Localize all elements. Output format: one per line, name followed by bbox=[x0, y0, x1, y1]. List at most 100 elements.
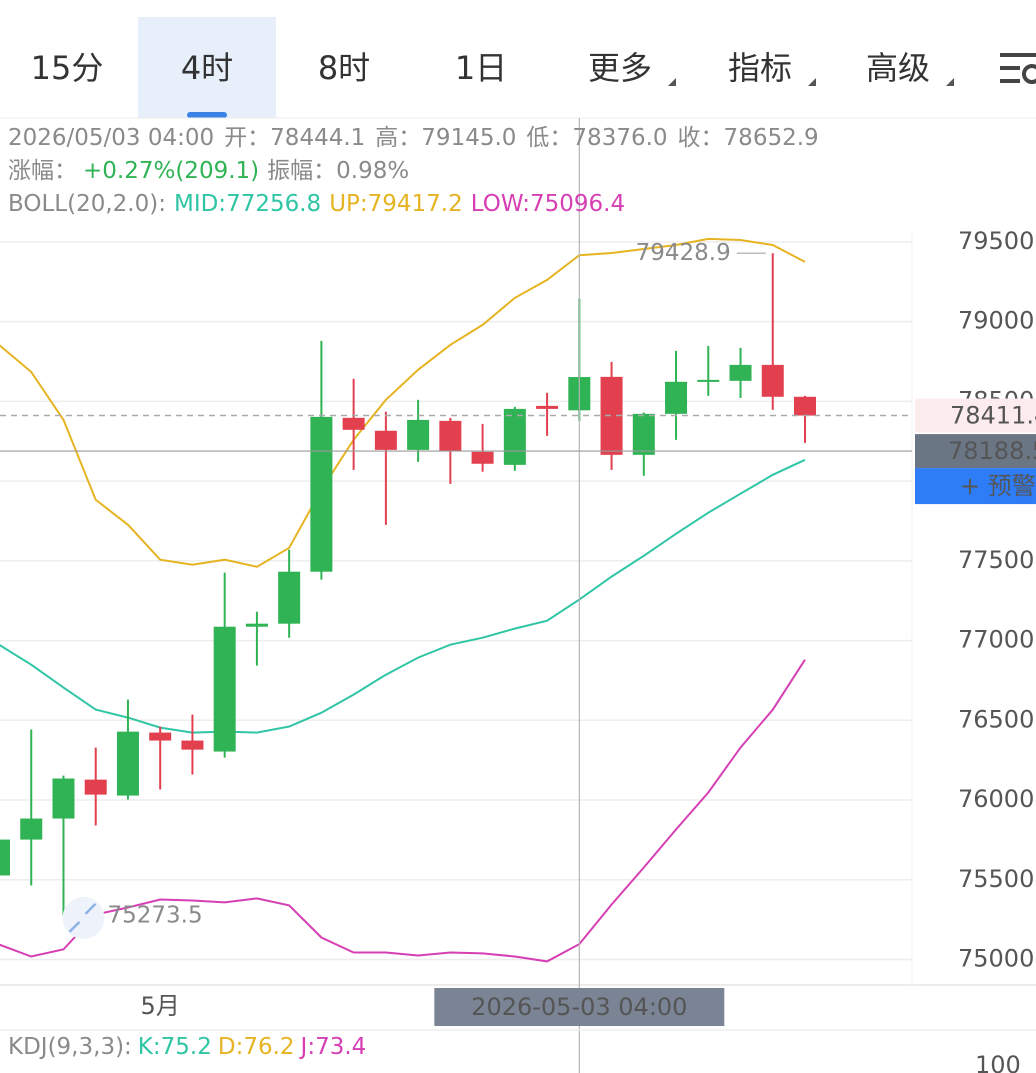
dropdown-triangle bbox=[668, 78, 676, 86]
y-tick-label: 75500 bbox=[958, 865, 1034, 893]
field-label: 收： bbox=[678, 125, 724, 151]
y-tick-label: 77500 bbox=[958, 546, 1034, 574]
candle-body bbox=[116, 731, 139, 796]
legend-name: LOW: bbox=[471, 191, 530, 217]
kdj-value: 73.4 bbox=[315, 1034, 366, 1060]
high-marker-label: 79428.9 bbox=[636, 240, 731, 266]
field-label: 开： bbox=[224, 125, 270, 151]
kdj-value: 76.2 bbox=[243, 1034, 294, 1060]
y-tick-label: 79500 bbox=[958, 227, 1034, 255]
kdj-name: J: bbox=[299, 1034, 316, 1060]
tab-label[interactable]: 高级 bbox=[866, 49, 930, 87]
menu-icon[interactable] bbox=[1000, 53, 1036, 84]
info-line: 涨幅： +0.27%(209.1) 振幅：0.98% bbox=[8, 158, 409, 184]
legend-name: UP: bbox=[329, 191, 367, 217]
kdj-name: D: bbox=[218, 1034, 243, 1060]
field-value: 78376.0 bbox=[572, 125, 667, 151]
candle-body bbox=[600, 376, 623, 455]
kdj-name: K: bbox=[138, 1034, 161, 1060]
field-label: 低： bbox=[526, 125, 572, 151]
candle-body bbox=[697, 379, 720, 382]
crosshair-price-label: 78188.5 bbox=[948, 437, 1036, 465]
candle-body bbox=[20, 818, 43, 840]
dropdown-triangle bbox=[946, 78, 954, 86]
icon-gear bbox=[1022, 64, 1036, 84]
tab-label[interactable]: 1日 bbox=[455, 49, 507, 87]
candle-body bbox=[374, 430, 397, 450]
candle-body bbox=[52, 778, 75, 819]
tab-bar: 15分 4时 8时 1日 更多 指标 高级 bbox=[31, 17, 954, 118]
candle-body bbox=[213, 626, 236, 752]
tab-selected-bg bbox=[138, 17, 276, 118]
candle-body bbox=[665, 381, 688, 414]
candle-body bbox=[0, 839, 10, 876]
y-tick-label: 76500 bbox=[958, 705, 1034, 733]
current-price-box bbox=[915, 398, 1036, 433]
candle-body bbox=[245, 623, 268, 627]
crosshair-price-box bbox=[915, 434, 1036, 469]
info-line: 2026/05/03 04:00 开：78444.1 高：79145.0 低：7837… bbox=[8, 125, 819, 151]
tab-indicator bbox=[187, 112, 227, 118]
candle-body bbox=[310, 416, 333, 572]
candle-body bbox=[794, 396, 816, 416]
field-value: 78652.9 bbox=[724, 125, 819, 151]
field-label: 高： bbox=[375, 125, 421, 151]
candle-body bbox=[407, 419, 430, 450]
low-marker-label: 75273.5 bbox=[107, 902, 202, 928]
amplitude-value: 0.98% bbox=[336, 158, 409, 184]
candle-body bbox=[278, 571, 301, 624]
alert-button-bg[interactable] bbox=[915, 468, 1036, 505]
candle-body bbox=[342, 417, 365, 430]
y-tick-label: 79000 bbox=[958, 307, 1034, 335]
legend-title: BOLL(20,2.0): bbox=[8, 191, 166, 217]
alert-button[interactable]: + 预警 bbox=[960, 472, 1036, 500]
legend-value: 77256.8 bbox=[226, 191, 321, 217]
field-value: 79145.0 bbox=[421, 125, 516, 151]
kdj-tick-label: 100 bbox=[975, 1051, 1021, 1073]
low-marker-arrow bbox=[68, 902, 97, 933]
legend-name: MID: bbox=[174, 191, 226, 217]
plot-area: 7500075500760007650077000775007800078500… bbox=[0, 118, 1036, 1073]
y-tick-label: 77000 bbox=[958, 626, 1034, 654]
kdj-title: KDJ(9,3,3): bbox=[8, 1034, 132, 1060]
candle-body bbox=[181, 740, 204, 750]
tab-label[interactable]: 15分 bbox=[31, 49, 104, 87]
field-value: 78444.1 bbox=[270, 125, 365, 151]
datetime: 2026/05/03 04:00 bbox=[8, 125, 214, 151]
current-price-label: 78411.4 bbox=[950, 402, 1036, 430]
tab-label[interactable]: 4时 bbox=[181, 49, 233, 87]
candle-body bbox=[84, 779, 107, 795]
low-marker-icon bbox=[62, 896, 105, 939]
crosshair-time-box bbox=[434, 988, 725, 1026]
candle-body bbox=[503, 408, 526, 465]
tab-label[interactable]: 指标 bbox=[728, 49, 792, 87]
change-value: +0.27%(209.1) bbox=[83, 158, 259, 184]
tab-label[interactable]: 8时 bbox=[318, 49, 370, 87]
candle-body bbox=[536, 405, 559, 409]
candle-body bbox=[471, 451, 494, 464]
kdj-value: 75.2 bbox=[161, 1034, 212, 1060]
candle-body bbox=[439, 420, 462, 451]
candle-body bbox=[761, 364, 784, 397]
legend-value: 79417.2 bbox=[368, 191, 463, 217]
y-tick-label: 76000 bbox=[958, 785, 1034, 813]
x-tick-label: 5月 bbox=[141, 992, 180, 1020]
change-label: 涨幅： bbox=[8, 158, 77, 184]
kdj-legend: KDJ(9,3,3): K:75.2 D:76.2 J:73.4 bbox=[8, 1034, 366, 1060]
candle-body bbox=[632, 413, 655, 455]
candle-body bbox=[149, 732, 172, 741]
candle-body bbox=[729, 364, 752, 381]
dropdown-triangle bbox=[808, 78, 816, 86]
legend-value: 75096.4 bbox=[530, 191, 625, 217]
tab-label[interactable]: 更多 bbox=[588, 49, 652, 87]
boll-line bbox=[0, 458, 806, 734]
legend: BOLL(20,2.0): MID:77256.8 UP:79417.2 LOW:75… bbox=[8, 191, 625, 217]
amplitude-label: 振幅： bbox=[267, 158, 336, 184]
y-tick-label: 75000 bbox=[958, 944, 1034, 972]
boll-line bbox=[0, 237, 806, 568]
crosshair-time-label: 2026-05-03 04:00 bbox=[471, 993, 687, 1021]
boll-line bbox=[0, 659, 806, 963]
